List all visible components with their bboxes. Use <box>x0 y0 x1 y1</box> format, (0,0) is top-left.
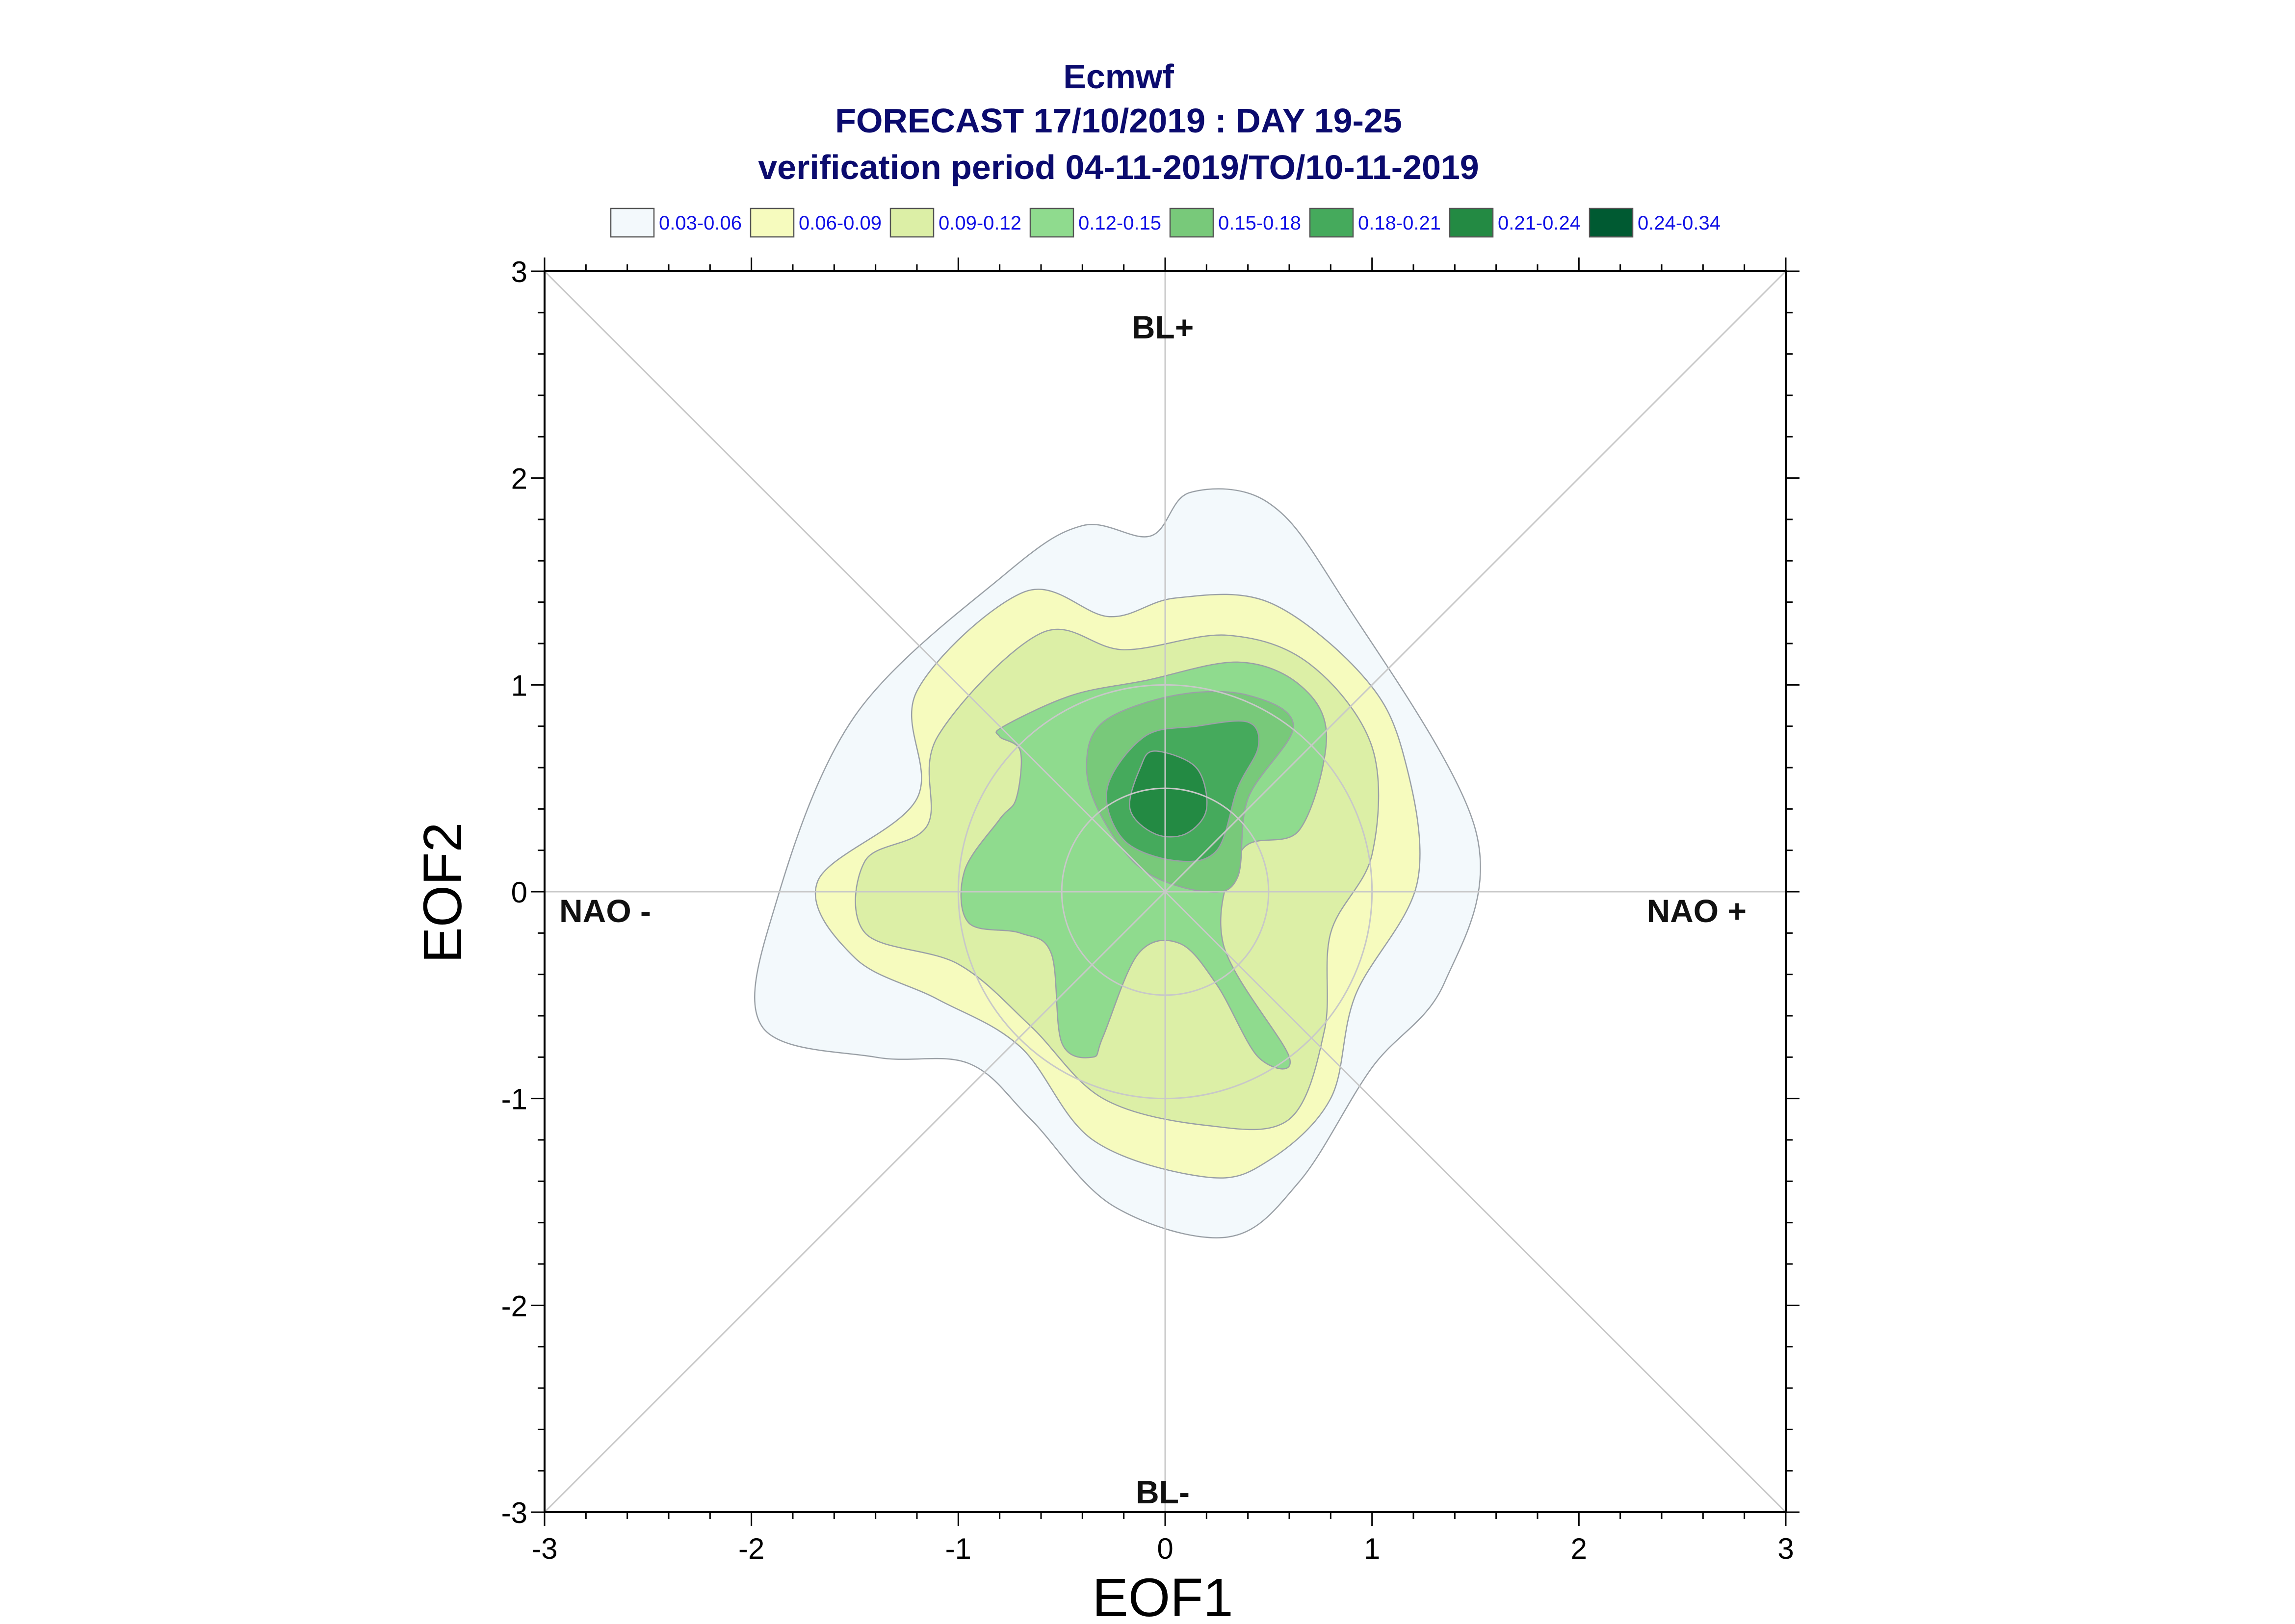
chart-subtitle-period: verification period 04-11-2019/TO/10-11-… <box>758 148 1479 186</box>
grid-circle <box>1061 787 1270 996</box>
y-tick-label: 1 <box>511 669 527 702</box>
x-tick-label: 0 <box>1157 1532 1173 1565</box>
legend-swatch <box>1029 207 1074 238</box>
region-label-bl-minus: BL- <box>1136 1474 1190 1510</box>
x-tick-label: -1 <box>945 1532 971 1565</box>
x-tick-label: 2 <box>1571 1532 1587 1565</box>
y-axis-title: EOF2 <box>413 822 473 963</box>
legend-label: 0.06-0.09 <box>799 212 882 234</box>
legend: 0.03-0.06 0.06-0.09 0.09-0.12 0.12-0.15 0.15… <box>610 207 1721 238</box>
legend-label: 0.21-0.24 <box>1498 212 1581 234</box>
legend-swatch <box>1449 207 1494 238</box>
legend-label: 0.09-0.12 <box>939 212 1021 234</box>
axes: -3 -2 -1 0 1 2 3 3 2 1 0 -1 -2 -3 <box>501 256 1799 1565</box>
x-tick-label: 1 <box>1364 1532 1380 1565</box>
legend-label: 0.12-0.15 <box>1078 212 1161 234</box>
region-label-bl-plus: BL+ <box>1132 309 1194 345</box>
legend-swatch <box>750 207 795 238</box>
legend-swatch <box>1169 207 1214 238</box>
legend-swatch <box>889 207 935 238</box>
y-tick-label: 0 <box>511 876 527 909</box>
grid-lines <box>544 270 1787 1513</box>
x-tick-label: -2 <box>738 1532 764 1565</box>
x-tick-label: 3 <box>1777 1532 1794 1565</box>
contour-layer <box>754 488 1482 1238</box>
y-tick-label: 2 <box>511 463 527 495</box>
y-tick-label: -2 <box>501 1289 527 1322</box>
grid-circle <box>957 684 1373 1100</box>
chart-title: Ecmwf <box>1063 57 1174 96</box>
y-tick-label: 3 <box>511 256 527 288</box>
legend-label: 0.15-0.18 <box>1218 212 1301 234</box>
contour-band-0.21-0.24 <box>1129 750 1208 838</box>
x-tick-label: -3 <box>531 1532 557 1565</box>
y-tick-label: -1 <box>501 1083 527 1116</box>
legend-swatch <box>610 207 655 238</box>
chart-subtitle: FORECAST 17/10/2019 : DAY 19-25 <box>835 102 1402 140</box>
legend-label: 0.24-0.34 <box>1638 212 1721 234</box>
legend-label: 0.03-0.06 <box>659 212 742 234</box>
region-label-nao-plus: NAO + <box>1646 893 1747 929</box>
legend-swatch <box>1309 207 1354 238</box>
x-axis-title: EOF1 <box>1092 1568 1233 1624</box>
legend-label: 0.18-0.21 <box>1358 212 1441 234</box>
y-tick-label: -3 <box>501 1496 527 1529</box>
region-label-nao-minus: NAO - <box>559 893 651 929</box>
legend-swatch <box>1589 207 1634 238</box>
